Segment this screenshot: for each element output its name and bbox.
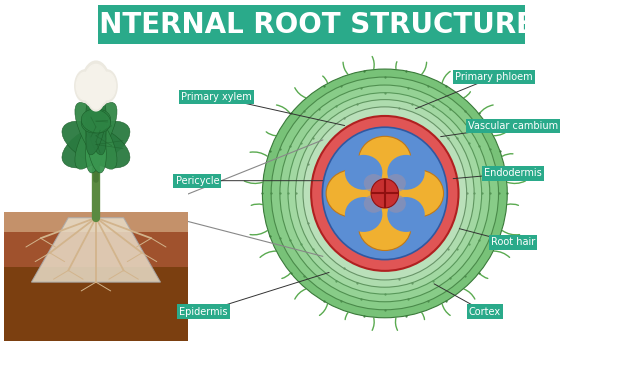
FancyBboxPatch shape	[98, 5, 525, 44]
Ellipse shape	[391, 170, 444, 217]
Text: INTERNAL ROOT STRUCTURE: INTERNAL ROOT STRUCTURE	[89, 11, 535, 39]
Ellipse shape	[326, 170, 379, 217]
Ellipse shape	[322, 127, 448, 260]
Ellipse shape	[387, 155, 425, 190]
Ellipse shape	[359, 203, 411, 250]
Ellipse shape	[364, 174, 384, 192]
Ellipse shape	[359, 136, 411, 184]
Text: Cortex: Cortex	[469, 307, 501, 316]
Ellipse shape	[303, 107, 466, 280]
Text: Root hair: Root hair	[491, 238, 535, 247]
Ellipse shape	[311, 116, 458, 271]
Text: Endodermis: Endodermis	[484, 168, 541, 178]
Ellipse shape	[288, 93, 481, 294]
Ellipse shape	[387, 197, 425, 232]
Ellipse shape	[371, 179, 399, 208]
Ellipse shape	[295, 100, 474, 287]
Ellipse shape	[262, 69, 507, 318]
Ellipse shape	[386, 174, 406, 192]
Ellipse shape	[345, 197, 382, 232]
Ellipse shape	[271, 77, 498, 310]
Ellipse shape	[364, 195, 384, 213]
Ellipse shape	[345, 155, 382, 190]
Text: Primary xylem: Primary xylem	[181, 92, 252, 102]
Ellipse shape	[280, 85, 490, 302]
Text: Primary phloem: Primary phloem	[455, 72, 533, 82]
Text: Pericycle: Pericycle	[176, 176, 219, 186]
Text: Vascular cambium: Vascular cambium	[468, 121, 558, 131]
Text: Epidermis: Epidermis	[180, 307, 228, 316]
Ellipse shape	[386, 195, 406, 213]
